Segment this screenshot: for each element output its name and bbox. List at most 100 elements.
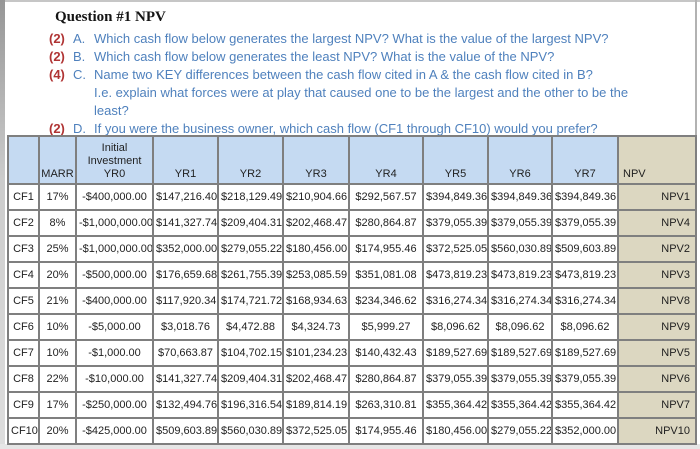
table-row: CF7 10% -$1,000.00 $70,663.87 $104,702.15 $10… — [7, 339, 697, 367]
yr4-cell: $5,999.27 — [348, 313, 424, 341]
yr1-cell: $117,920.34 — [152, 287, 219, 315]
yr4-cell: $280,864.87 — [348, 209, 424, 237]
table-row: CF3 25% -$1,000,000.00 $352,000.00 $279,055.… — [7, 235, 697, 263]
header-blank — [7, 135, 40, 185]
table-row: CF1 17% -$400,000.00 $147,216.40 $218,129.49… — [7, 183, 697, 211]
yr5-cell: $372,525.05 — [422, 235, 489, 263]
yr5-cell: $8,096.62 — [422, 313, 489, 341]
marr-cell: 25% — [38, 235, 77, 263]
yr4-cell: $140,432.43 — [348, 339, 424, 367]
yr0-cell: -$10,000.00 — [75, 365, 154, 393]
yr7-cell: $473,819.23 — [551, 261, 619, 289]
question-item-d: (2) D. If you were the business owner, w… — [47, 120, 692, 138]
header-npv: NPV — [617, 135, 697, 185]
row-label: CF3 — [7, 235, 40, 263]
yr1-cell: $141,327.74 — [152, 209, 219, 237]
yr7-cell: $316,274.34 — [551, 287, 619, 315]
marr-cell: 10% — [38, 313, 77, 341]
yr1-cell: $147,216.40 — [152, 183, 219, 211]
npv-cell: NPV5 — [617, 339, 697, 367]
yr7-cell: $379,055.39 — [551, 365, 619, 393]
yr5-cell: $394,849.36 — [422, 183, 489, 211]
page-bottom-edge — [0, 444, 700, 449]
yr2-cell: $104,702.15 — [217, 339, 284, 367]
yr0-cell: -$1,000.00 — [75, 339, 154, 367]
points-badge: (4) — [49, 67, 65, 82]
yr0-cell: -$500,000.00 — [75, 261, 154, 289]
points-badge: (2) — [49, 31, 65, 46]
item-text: Which cash flow below generates the larg… — [94, 31, 609, 46]
yr0-cell: -$250,000.00 — [75, 391, 154, 419]
marr-cell: 10% — [38, 339, 77, 367]
yr2-cell: $218,129.49 — [217, 183, 284, 211]
item-letter: B. — [73, 49, 86, 64]
yr5-cell: $355,364.42 — [422, 391, 489, 419]
row-label: CF6 — [7, 313, 40, 341]
npv-cell: NPV1 — [617, 183, 697, 211]
yr3-cell: $101,234.23 — [282, 339, 350, 367]
yr6-cell: $355,364.42 — [487, 391, 553, 419]
npv-cell: NPV9 — [617, 313, 697, 341]
yr0-cell: -$5,000.00 — [75, 313, 154, 341]
yr4-cell: $263,310.81 — [348, 391, 424, 419]
yr4-cell: $174,955.46 — [348, 235, 424, 263]
yr7-cell: $8,096.62 — [551, 313, 619, 341]
yr7-cell: $394,849.36 — [551, 183, 619, 211]
page-left-edge — [0, 0, 5, 449]
yr3-cell: $372,525.05 — [282, 417, 350, 445]
npv-cell: NPV3 — [617, 261, 697, 289]
yr1-cell: $176,659.68 — [152, 261, 219, 289]
yr3-cell: $189,814.19 — [282, 391, 350, 419]
item-text: If you were the business owner, which ca… — [94, 121, 598, 136]
yr3-cell: $180,456.00 — [282, 235, 350, 263]
yr1-cell: $132,494.76 — [152, 391, 219, 419]
table-row: CF9 17% -$250,000.00 $132,494.76 $196,316.54… — [7, 391, 697, 419]
yr1-cell: $70,663.87 — [152, 339, 219, 367]
row-label: CF5 — [7, 287, 40, 315]
yr2-cell: $196,316.54 — [217, 391, 284, 419]
yr5-cell: $180,456.00 — [422, 417, 489, 445]
yr1-cell: $509,603.89 — [152, 417, 219, 445]
npv-cell: NPV8 — [617, 287, 697, 315]
header-yr3: YR3 — [282, 135, 350, 185]
row-label: CF8 — [7, 365, 40, 393]
header-marr: MARR — [38, 135, 77, 185]
yr6-cell: $394,849.36 — [487, 183, 553, 211]
header-row: MARR Initial Investment YR0 YR1 YR2 YR3 … — [7, 135, 697, 185]
marr-cell: 21% — [38, 287, 77, 315]
header-yr4: YR4 — [348, 135, 424, 185]
item-c-continuation-line-2: least? — [94, 103, 129, 118]
row-label: CF7 — [7, 339, 40, 367]
yr2-cell: $209,404.31 — [217, 365, 284, 393]
table-row: CF8 22% -$10,000.00 $141,327.74 $209,404.31 $… — [7, 365, 697, 393]
marr-cell: 20% — [38, 417, 77, 445]
row-label: CF4 — [7, 261, 40, 289]
header-initial-investment-yr0: Initial Investment YR0 — [75, 135, 154, 185]
npv-table-body: CF1 17% -$400,000.00 $147,216.40 $218,129.49… — [7, 183, 697, 445]
item-text: Name two KEY differences between the cas… — [94, 67, 593, 82]
item-letter: D. — [73, 121, 86, 136]
cash-flow-table: MARR Initial Investment YR0 YR1 YR2 YR3 … — [7, 135, 697, 445]
header-yr6: YR6 — [487, 135, 553, 185]
yr2-cell: $174,721.72 — [217, 287, 284, 315]
yr2-cell: $209,404.31 — [217, 209, 284, 237]
yr5-cell: $379,055.39 — [422, 365, 489, 393]
marr-cell: 17% — [38, 183, 77, 211]
yr3-cell: $202,468.47 — [282, 365, 350, 393]
header-yr1: YR1 — [152, 135, 219, 185]
question-block: Question #1 NPV (2) A. Which cash flow b… — [47, 9, 692, 138]
yr2-cell: $560,030.89 — [217, 417, 284, 445]
yr0-cell: -$400,000.00 — [75, 183, 154, 211]
marr-cell: 22% — [38, 365, 77, 393]
yr4-cell: $351,081.08 — [348, 261, 424, 289]
yr7-cell: $352,000.00 — [551, 417, 619, 445]
row-label: CF1 — [7, 183, 40, 211]
row-label: CF9 — [7, 391, 40, 419]
yr7-cell: $189,527.69 — [551, 339, 619, 367]
npv-cell: NPV10 — [617, 417, 697, 445]
yr3-cell: $253,085.59 — [282, 261, 350, 289]
yr1-cell: $3,018.76 — [152, 313, 219, 341]
header-yr5: YR5 — [422, 135, 489, 185]
yr2-cell: $4,472.88 — [217, 313, 284, 341]
